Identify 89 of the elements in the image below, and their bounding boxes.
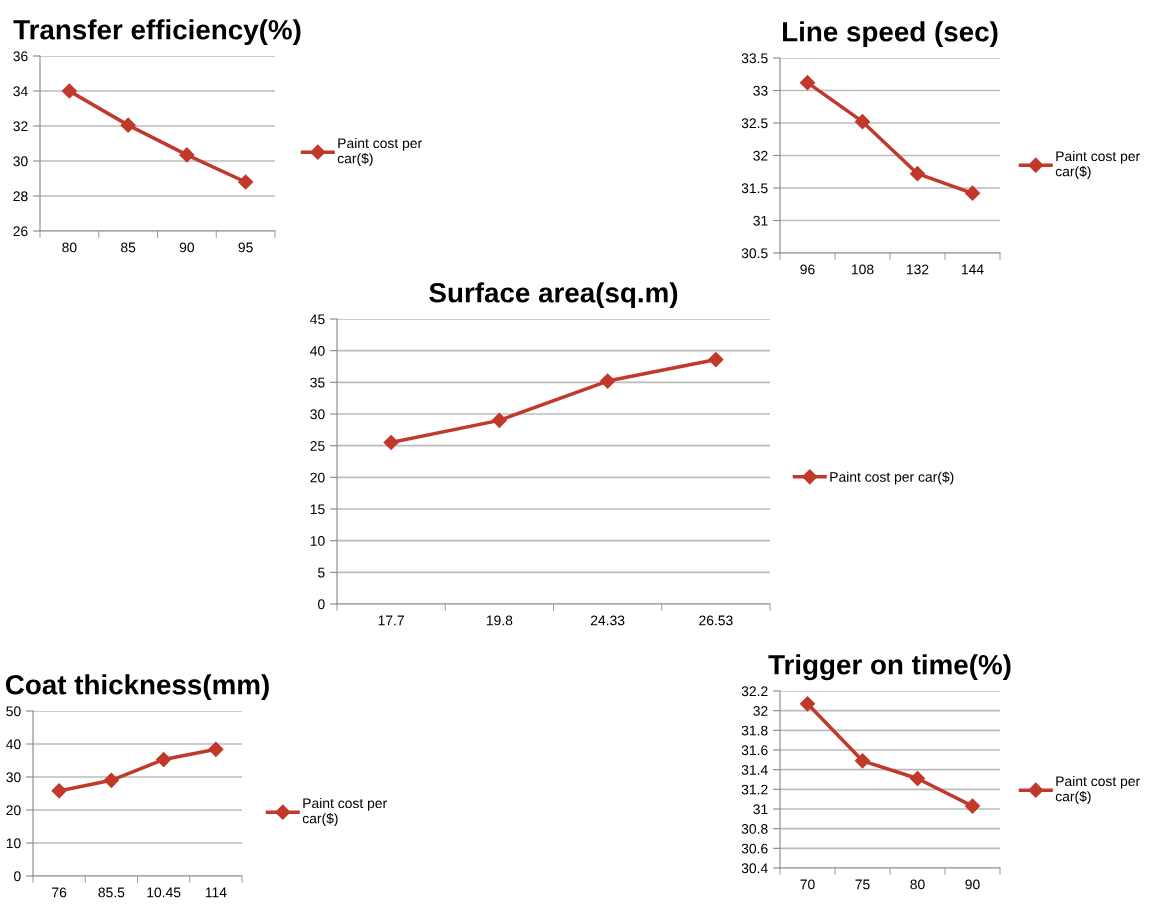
point [120,117,136,133]
y-tick-label: 33 [753,85,768,96]
y-tick-label: 31.8 [741,725,768,736]
point [103,772,119,788]
y-tick-label: 10 [6,838,21,849]
legend-label: Paint cost per car($) [830,471,954,485]
x-tick-label: 70 [800,879,815,890]
point [799,696,816,712]
y-tick-label: 45 [310,314,325,325]
point [238,174,254,190]
y-tick-label: 35 [310,377,325,388]
y-tick-label: 20 [6,805,21,816]
y-tick-label: 32 [13,121,28,132]
point [208,741,224,757]
point [383,434,399,451]
x-tick-label: 26.53 [699,615,733,626]
chart-title: Transfer efficiency(%) [13,19,301,46]
y-tick-label: 40 [6,739,21,750]
y-tick-label: 34 [13,86,28,97]
y-tick-label: 0 [318,599,325,610]
y-tick-label: 32 [753,706,768,716]
chart-title: Coat thickness(mm) [5,674,269,701]
x-tick-label: 24.33 [590,615,625,626]
x-tick-label: 144 [961,264,984,275]
y-tick-label: 30.4 [741,863,768,874]
point [909,166,926,182]
y-tick-label: 31.5 [741,183,768,194]
y-tick-label: 30 [6,772,21,783]
x-tick-label: 17.7 [378,615,404,626]
legend-label: Paint cost per car($) [1055,150,1140,180]
x-tick-label: 10.45 [147,887,181,898]
x-tick-label: 75 [855,879,870,890]
x-tick-label: 80 [910,879,925,890]
y-tick-label: 30 [13,156,28,167]
y-tick-label: 26 [13,226,28,237]
y-tick-label: 31 [753,804,768,815]
y-tick-label: 0 [14,871,21,882]
y-tick-label: 30.8 [741,824,768,834]
point [964,185,981,201]
chart-title: Surface area(sq.m) [429,282,678,309]
x-tick-label: 114 [205,887,227,898]
legend-label: Paint cost per car($) [302,797,387,827]
point [854,753,871,769]
y-tick-label: 32.5 [741,118,768,129]
legend-label: Paint cost per car($) [1055,775,1140,805]
y-tick-label: 31.2 [741,784,768,795]
point [909,770,926,787]
point [708,351,724,368]
y-tick-label: 32.2 [741,686,768,697]
point [964,798,981,814]
x-tick-label: 85 [121,242,136,253]
y-tick-label: 30.6 [741,843,768,854]
y-tick-label: 31 [753,215,768,226]
y-tick-label: 25 [310,441,325,451]
y-tick-label: 10 [310,536,325,546]
point [156,751,172,768]
chart-title: Trigger on time(%) [768,654,1011,681]
x-tick-label: 90 [179,242,195,253]
x-tick-label: 76 [52,887,67,898]
x-tick-label: 80 [62,242,77,253]
x-tick-label: 132 [906,264,929,275]
x-tick-label: 96 [800,264,815,275]
y-tick-label: 32 [753,150,768,161]
x-tick-label: 90 [965,879,980,890]
point [799,75,816,91]
chart-title: Line speed (sec) [783,21,998,48]
y-tick-label: 20 [310,472,325,483]
x-tick-label: 85.5 [98,887,125,898]
y-tick-label: 31.4 [741,765,768,775]
x-tick-label: 95 [238,242,253,253]
y-tick-label: 50 [6,706,21,717]
point [61,83,77,99]
point [854,114,871,130]
y-tick-label: 33.5 [741,53,768,64]
y-tick-label: 40 [310,346,325,356]
y-tick-label: 15 [310,504,325,515]
y-tick-label: 28 [13,191,28,202]
x-tick-label: 19.8 [486,615,513,626]
y-tick-label: 30.5 [741,248,768,259]
y-tick-label: 30 [310,409,325,420]
point [600,373,616,389]
y-tick-label: 5 [318,567,325,578]
y-tick-label: 36 [13,51,28,62]
point [51,783,67,799]
point [179,147,195,163]
x-tick-label: 108 [851,264,874,275]
legend-label: Paint cost per car($) [337,137,422,167]
point [491,412,507,428]
y-tick-label: 31.6 [741,745,768,756]
